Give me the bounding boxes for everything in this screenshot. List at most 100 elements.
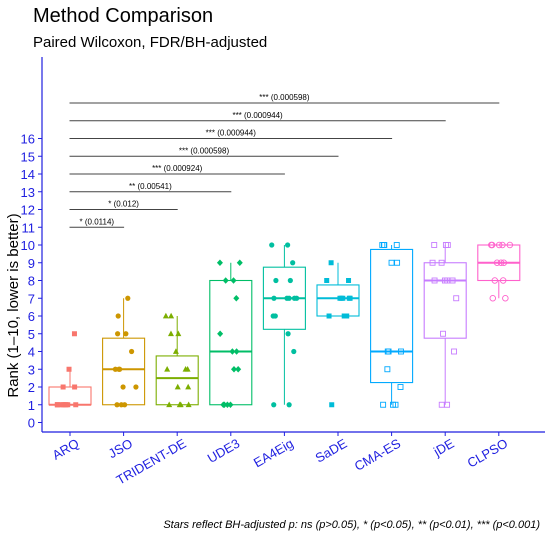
point-clpso	[506, 241, 514, 249]
point-jso	[115, 313, 121, 319]
point-ude3	[230, 366, 237, 373]
y-tick-label: 11	[22, 220, 36, 235]
point-sade	[326, 313, 332, 319]
point-ea4eig	[287, 277, 293, 284]
bracket-label: ** (0.00541)	[129, 182, 172, 191]
point-clpso	[499, 241, 506, 249]
point-arq	[55, 402, 61, 408]
y-axis-title: Rank (1–10, lower is better)	[5, 213, 22, 397]
point-jde	[440, 330, 446, 337]
y-tick-label: 2	[28, 380, 35, 395]
x-tick-label-cma-es: CMA-ES	[352, 435, 404, 473]
point-ude3	[220, 401, 227, 408]
y-tick-label: 13	[21, 185, 35, 200]
y-tick-label: 10	[21, 238, 35, 253]
point-sade	[346, 278, 352, 283]
y-tick-label: 3	[28, 362, 35, 377]
y-tick-label: 4	[28, 345, 35, 360]
bracket-label: *** (0.000598)	[179, 146, 230, 155]
point-sade	[344, 313, 350, 319]
box-cma-es	[370, 248, 414, 384]
y-tick-label: 7	[28, 291, 35, 306]
point-ude3	[236, 259, 243, 266]
point-ude3	[233, 348, 240, 355]
point-ea4eig	[291, 348, 297, 355]
point-ea4eig	[271, 295, 277, 301]
x-tick-label-jso: JSO	[106, 436, 135, 462]
point-jso	[117, 366, 123, 372]
point-cma-es	[398, 348, 404, 355]
point-sade	[329, 402, 335, 408]
point-sade	[347, 295, 353, 301]
point-jso	[118, 402, 124, 408]
bracket-label: *** (0.000924)	[152, 164, 203, 173]
x-tick-label-ude3: UDE3	[205, 436, 243, 466]
point-jde	[431, 277, 438, 284]
point-trident-de	[162, 312, 169, 319]
point-jso	[112, 366, 118, 372]
point-arq	[72, 384, 78, 390]
point-cma-es	[392, 401, 399, 408]
point-clpso	[495, 241, 503, 249]
point-trident-de	[164, 366, 171, 372]
point-ea4eig	[269, 242, 275, 248]
box-trident-de	[155, 355, 199, 406]
point-jde	[438, 401, 445, 408]
box-sade	[316, 284, 360, 317]
point-sade	[338, 295, 344, 301]
point-jde	[442, 242, 449, 248]
point-clpso	[491, 277, 499, 284]
point-jde	[429, 259, 436, 266]
bracket-label: * (0.0114)	[80, 217, 115, 226]
point-cma-es	[393, 242, 400, 248]
point-sade	[328, 260, 334, 266]
point-ea4eig	[294, 295, 300, 301]
point-cma-es	[384, 366, 391, 373]
y-tick-label: 16	[21, 132, 35, 147]
point-cma-es	[394, 259, 401, 266]
point-trident-de	[166, 401, 173, 408]
point-trident-de	[175, 330, 182, 337]
point-jso	[120, 384, 126, 390]
point-clpso	[493, 259, 501, 267]
point-cma-es	[380, 401, 387, 408]
point-arq	[73, 402, 79, 408]
point-jso	[128, 348, 135, 355]
y-tick-label: 12	[21, 203, 35, 218]
point-ude3	[230, 277, 237, 284]
y-tick-label: 5	[28, 327, 35, 342]
box-arq	[48, 386, 92, 406]
box-ude3	[209, 279, 253, 406]
jitter-points	[54, 241, 514, 408]
point-ude3	[227, 401, 234, 408]
point-cma-es	[388, 259, 395, 266]
point-ude3	[229, 348, 236, 355]
point-trident-de	[172, 348, 179, 354]
point-jde	[438, 259, 445, 266]
point-cma-es	[379, 242, 386, 248]
bracket-label: *** (0.000944)	[232, 111, 283, 120]
point-trident-de	[174, 383, 181, 390]
point-trident-de	[182, 366, 189, 372]
point-ude3	[216, 259, 223, 266]
point-ude3	[235, 366, 242, 373]
x-tick-label-clpso: CLPSO	[465, 436, 511, 471]
point-trident-de	[185, 401, 192, 408]
point-clpso	[500, 259, 508, 267]
point-trident-de	[185, 383, 192, 390]
point-ude3	[233, 295, 240, 302]
point-jde	[431, 242, 438, 248]
point-ea4eig	[286, 295, 292, 301]
point-jde	[444, 242, 451, 248]
y-tick-label: 6	[28, 309, 35, 324]
point-ea4eig	[290, 260, 296, 266]
point-ea4eig	[285, 242, 291, 248]
point-trident-de	[168, 312, 175, 319]
y-tick-label: 8	[28, 274, 35, 289]
box-jde	[423, 262, 467, 339]
x-tick-label-jde: jDE	[430, 435, 457, 459]
chart-title: Method Comparison	[33, 5, 214, 27]
point-sade	[324, 278, 330, 283]
point-ea4eig	[270, 313, 276, 319]
